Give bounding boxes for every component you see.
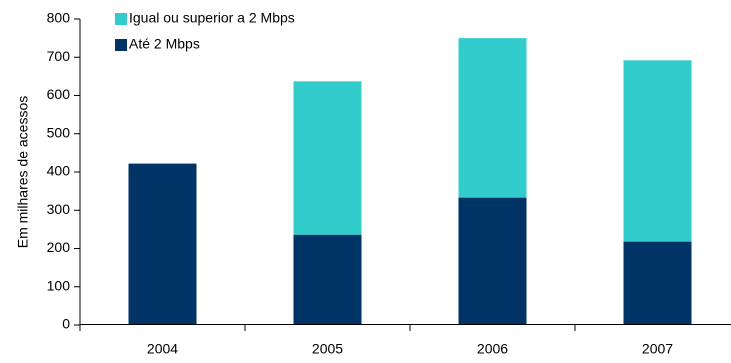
bar-2004-series-0: [128, 163, 197, 325]
y-tick-label: 500: [47, 124, 71, 140]
bar-2005-series-1: [293, 81, 362, 235]
y-tick-label: 700: [47, 48, 71, 64]
x-tick-label: 2005: [312, 341, 343, 357]
bars-layer: [128, 38, 692, 325]
legend: Igual ou superior a 2 Mbps Até 2 Mbps: [115, 10, 295, 52]
x-ticks: 2004 2005 2006 2007: [79, 325, 673, 357]
x-tick-label: 2006: [477, 341, 508, 357]
y-tick-label: 200: [47, 239, 71, 255]
bar-2006-series-0: [458, 197, 527, 325]
bar-2007-series-1: [623, 60, 692, 242]
y-tick-label: 100: [47, 277, 71, 293]
legend-swatch: [115, 39, 127, 51]
legend-swatch: [115, 13, 127, 25]
y-tick-label: 300: [47, 201, 71, 217]
legend-label: Igual ou superior a 2 Mbps: [129, 10, 295, 26]
bar-2005-series-0: [293, 234, 362, 325]
x-tick-label: 2004: [147, 341, 178, 357]
x-tick-label: 2007: [642, 341, 673, 357]
y-axis-title: Em milhares de acessos: [15, 96, 31, 249]
y-tick-label: 400: [47, 163, 71, 179]
bar-2007-series-0: [623, 241, 692, 325]
y-tick-label: 0: [62, 316, 70, 332]
y-tick-label: 600: [47, 86, 71, 102]
legend-label: Até 2 Mbps: [129, 36, 200, 52]
y-ticks: 0 100 200 300 400 500 600 700 800: [47, 10, 80, 332]
bar-2006-series-1: [458, 38, 527, 198]
y-tick-label: 800: [47, 10, 71, 26]
